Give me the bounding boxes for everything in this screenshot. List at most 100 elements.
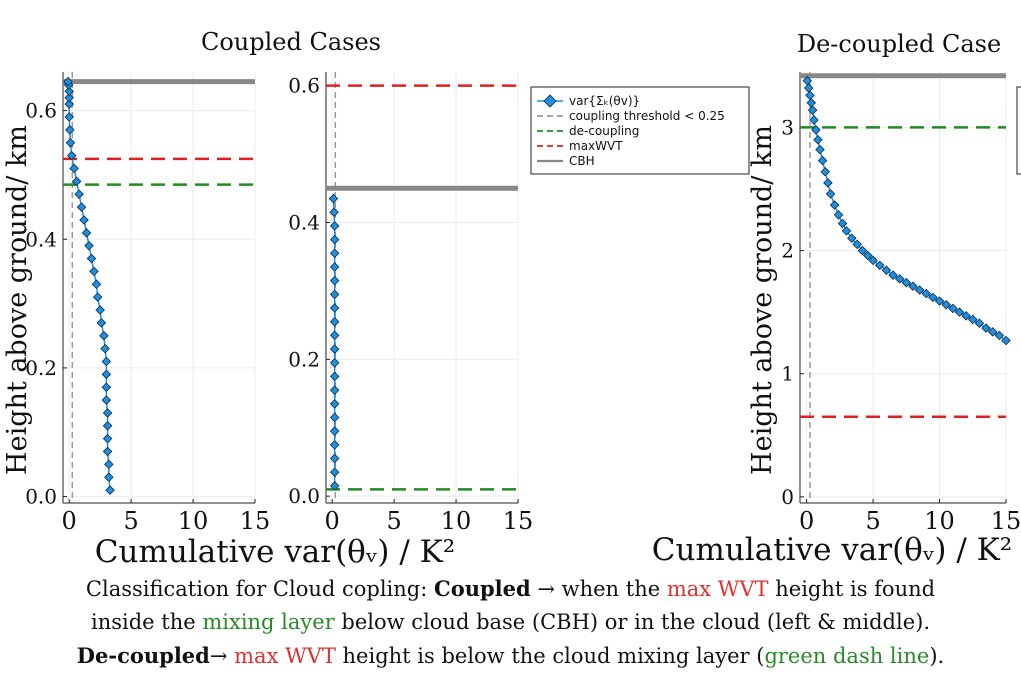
data-point — [868, 255, 878, 266]
data-point — [837, 218, 848, 229]
caption-text: Classification for Cloud copling: — [85, 577, 434, 601]
data-point — [329, 371, 340, 382]
data-point — [961, 311, 971, 321]
caption-line-3: De-coupled→ max WVT height is below the … — [0, 639, 1021, 673]
data-point — [96, 318, 107, 328]
data-point — [64, 112, 74, 122]
data-point — [328, 193, 339, 204]
caption-text: height is found — [768, 577, 936, 601]
data-point — [329, 440, 340, 450]
x-tick-label: 0 — [325, 507, 340, 535]
data-point — [888, 270, 898, 280]
y-tick-label: 3 — [781, 115, 794, 139]
x-tick-label: 15 — [991, 507, 1021, 535]
data-point — [974, 318, 985, 328]
data-point — [329, 357, 340, 368]
data-point — [104, 472, 114, 483]
caption-text: ). — [929, 644, 945, 668]
y-tick-label: 0 — [781, 485, 794, 509]
data-point — [329, 481, 340, 491]
data-point — [329, 303, 340, 313]
data-point — [74, 189, 84, 199]
data-point — [329, 467, 340, 477]
data-point — [91, 279, 102, 290]
data-point — [329, 344, 340, 354]
figure: Coupled Cases De-coupled Case Height abo… — [2, 28, 1021, 570]
legend-label: de-coupling — [569, 124, 639, 138]
series-line — [806, 80, 1007, 342]
right-title: De-coupled Case — [797, 30, 1001, 58]
data-point — [815, 144, 825, 155]
data-point — [102, 433, 113, 444]
data-point — [1001, 335, 1011, 346]
decoupled-right-panel: 0 5 10 15 0 1 2 3 — [781, 72, 1021, 535]
data-point — [76, 202, 87, 212]
data-point — [104, 459, 114, 470]
data-point — [881, 265, 892, 276]
legend-label: coupling threshold < 0.25 — [569, 109, 725, 123]
data-point — [901, 277, 912, 288]
data-point — [852, 239, 862, 250]
legend-marker — [543, 94, 557, 108]
data-point — [329, 262, 340, 272]
data-point — [329, 221, 340, 231]
data-point — [329, 316, 340, 327]
legend: var{Σₖ(θv)}coupling threshold < 0.25de-c… — [530, 86, 750, 175]
data-point — [64, 92, 74, 103]
caption-green-dash: green dash line — [764, 644, 930, 668]
data-point — [102, 408, 113, 418]
data-point — [934, 296, 945, 306]
data-point — [329, 385, 340, 395]
ylabel-left: Height above ground/ km — [2, 125, 33, 475]
caption-text: → — [209, 644, 235, 668]
data-point — [817, 155, 828, 166]
caption-line-1: Classification for Cloud copling: Couple… — [0, 572, 1021, 606]
legend-box — [530, 86, 750, 175]
data-point — [66, 150, 77, 161]
caption-mixing-layer: mixing layer — [202, 610, 335, 634]
data-point — [86, 253, 97, 264]
y-tick-label: 1 — [781, 362, 794, 386]
caption-line-2: inside the mixing layer below cloud base… — [0, 606, 1021, 639]
data-point — [329, 426, 340, 436]
data-point — [941, 299, 951, 310]
data-point — [105, 485, 115, 495]
data-point — [802, 75, 813, 86]
data-point — [101, 369, 112, 380]
caption-max-wvt: max WVT — [234, 644, 336, 668]
data-point — [914, 285, 925, 295]
data-point — [329, 399, 340, 409]
data-point — [825, 189, 836, 199]
data-point — [847, 233, 857, 244]
y-tick-label: 0.6 — [25, 99, 57, 123]
data-point — [69, 163, 79, 174]
data-point — [81, 228, 92, 238]
data-point — [948, 303, 958, 314]
caption-max-wvt: max WVT — [666, 577, 769, 601]
data-point — [101, 382, 112, 392]
data-point — [101, 395, 112, 405]
legend-label: var{Σₖ(θv)} — [569, 94, 640, 108]
data-point — [954, 307, 965, 317]
y-tick-label: 0.0 — [25, 485, 57, 509]
y-tick-label: 0.0 — [288, 484, 320, 508]
y-tick-label: 2 — [781, 239, 794, 263]
data-point — [806, 98, 817, 108]
data-point — [857, 245, 868, 256]
ylabel-right: Height above ground/ km — [747, 125, 778, 475]
data-point — [95, 305, 105, 315]
xlabel-left: Cumulative var(θᵥ) / K² — [95, 534, 455, 570]
data-point — [79, 215, 89, 225]
data-point — [908, 281, 918, 292]
data-point — [65, 137, 76, 148]
data-point — [987, 327, 998, 337]
data-point — [329, 207, 339, 218]
data-point — [928, 292, 938, 303]
caption-text: below cloud base (CBH) or in the cloud (… — [334, 610, 931, 634]
data-point — [823, 178, 833, 188]
caption: Classification for Cloud copling: Couple… — [0, 572, 1021, 673]
partial-legend-box — [1016, 86, 1021, 175]
data-point — [65, 125, 75, 135]
data-point — [874, 260, 885, 271]
caption-coupled-term: Coupled — [433, 576, 531, 601]
